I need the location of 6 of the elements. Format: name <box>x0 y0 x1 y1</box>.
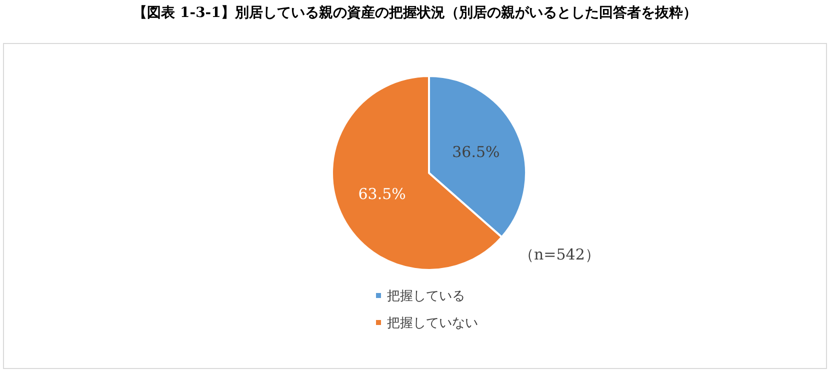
text: （n=542） <box>519 246 600 264</box>
data-label: 36.5% <box>452 142 500 161</box>
data-label: 63.5% <box>358 185 406 204</box>
legend-label: 把握している <box>387 288 465 303</box>
legend-label: 把握していない <box>387 315 478 330</box>
chart-title: 【図表 1-3-1】別居している親の資産の把握状況（別居の親がいるとした回答者を抜粋） <box>132 4 698 22</box>
